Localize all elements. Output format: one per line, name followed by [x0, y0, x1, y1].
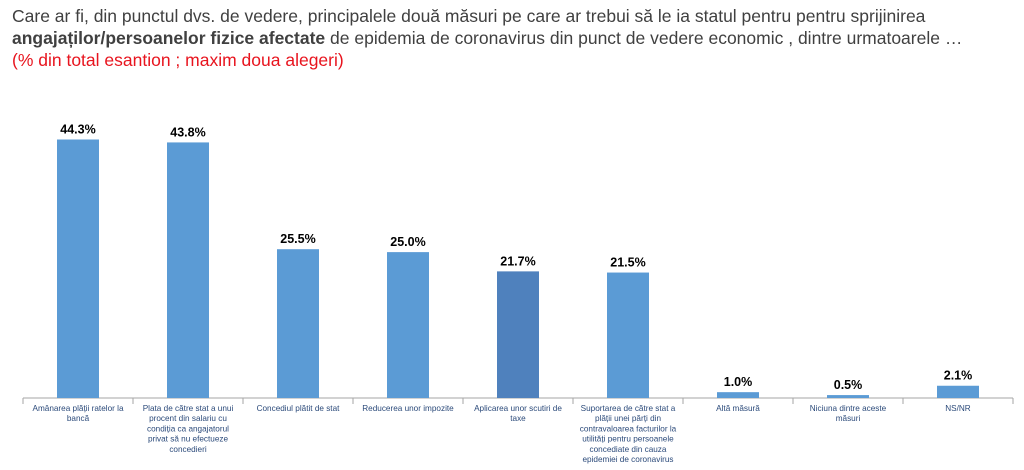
bar: [827, 395, 869, 398]
category-label: Suportarea de către stat a: [581, 404, 676, 413]
category-label: concediate din cauza: [590, 445, 667, 454]
bar: [607, 272, 649, 398]
category-label: privat să nu efectueze: [148, 435, 229, 444]
bar: [717, 392, 759, 398]
data-label: 21.5%: [610, 256, 645, 270]
bar: [277, 249, 319, 398]
bar: [497, 271, 539, 398]
data-label: 1.0%: [724, 375, 753, 389]
data-label: 2.1%: [944, 369, 973, 383]
category-label: Reducerea unor impozite: [362, 404, 454, 413]
data-label: 0.5%: [834, 378, 863, 392]
chart-subtitle: (% din total esantion ; maxim doua alege…: [12, 50, 344, 70]
category-label: Plata de către stat a unui: [143, 404, 234, 413]
category-label: Concediul plătit de stat: [257, 404, 341, 413]
category-label: utilități pentru persoanele: [582, 435, 674, 444]
data-label: 21.7%: [500, 254, 535, 268]
category-label: Amânarea plății ratelor la: [32, 404, 123, 413]
bar: [57, 139, 99, 398]
title-bold-segment: angajaților/persoanelor fizice afectate: [12, 28, 326, 48]
category-label: NS/NR: [945, 404, 971, 413]
chart-title: Care ar fi, din punctul dvs. de vedere, …: [12, 5, 1017, 71]
category-label: plății unei părți din: [595, 414, 661, 423]
bar: [167, 142, 209, 398]
category-label: epidemiei de coronavirus: [582, 455, 673, 464]
title-line-2: angajaților/persoanelor fizice afectate …: [12, 27, 1017, 49]
title-rest-segment: de epidemia de coronavirus din punct de …: [325, 28, 963, 48]
category-label: condiția ca angajatorul: [147, 424, 229, 433]
category-label: Altă măsură: [716, 404, 760, 413]
category-label: procent din salariu cu: [149, 414, 227, 423]
category-label: contravaloarea facturilor la: [580, 424, 677, 433]
data-label: 25.5%: [280, 232, 315, 246]
data-label: 25.0%: [390, 235, 425, 249]
category-label: Aplicarea unor scutiri de: [474, 404, 562, 413]
category-label: taxe: [510, 414, 526, 423]
data-label: 44.3%: [60, 123, 95, 137]
title-line-1: Care ar fi, din punctul dvs. de vedere, …: [12, 6, 926, 26]
category-label: concedieri: [169, 445, 207, 454]
category-label: Niciuna dintre aceste: [810, 404, 887, 413]
data-label: 43.8%: [170, 125, 205, 139]
category-label: măsuri: [836, 414, 861, 423]
category-label: bancă: [67, 414, 90, 423]
bar: [387, 252, 429, 398]
bar: [937, 385, 979, 398]
